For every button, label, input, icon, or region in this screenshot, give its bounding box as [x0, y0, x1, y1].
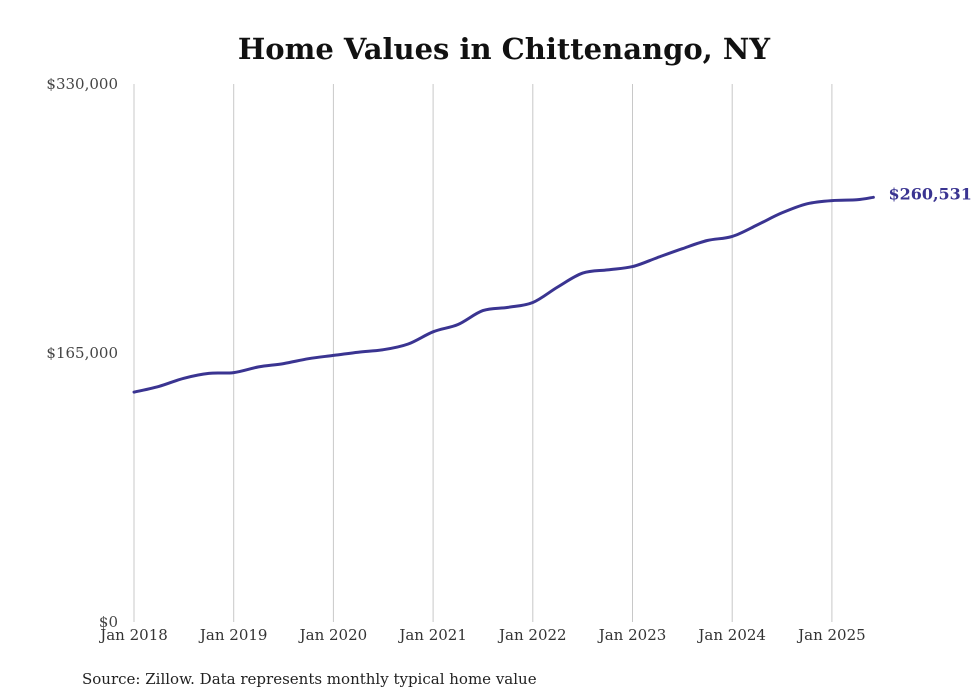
gridlines [133, 84, 833, 622]
x-tick-label: Jan 2022 [497, 626, 567, 644]
x-tick-label: Jan 2023 [597, 626, 667, 644]
y-tick-label: $165,000 [46, 344, 118, 362]
series-line [132, 195, 875, 394]
x-tick-label: Jan 2018 [98, 626, 168, 644]
x-tick-label: Jan 2025 [796, 626, 866, 644]
y-axis-ticks: $0 $165,000 $330,000 [46, 75, 118, 631]
x-tick-label: Jan 2020 [298, 626, 368, 644]
x-tick-label: Jan 2021 [397, 626, 467, 644]
x-tick-label: Jan 2024 [696, 626, 766, 644]
x-tick-label: Jan 2019 [198, 626, 268, 644]
chart-title: Home Values in Chittenango, NY [238, 32, 770, 66]
y-tick-label: $330,000 [46, 75, 118, 93]
x-axis-ticks: Jan 2018 Jan 2019 Jan 2020 Jan 2021 Jan 2022… [98, 626, 865, 644]
y-tick-label: $0 [99, 613, 118, 631]
source-note: Source: Zillow. Data represents monthly … [82, 670, 537, 688]
end-value-label: $260,531 [888, 184, 972, 203]
